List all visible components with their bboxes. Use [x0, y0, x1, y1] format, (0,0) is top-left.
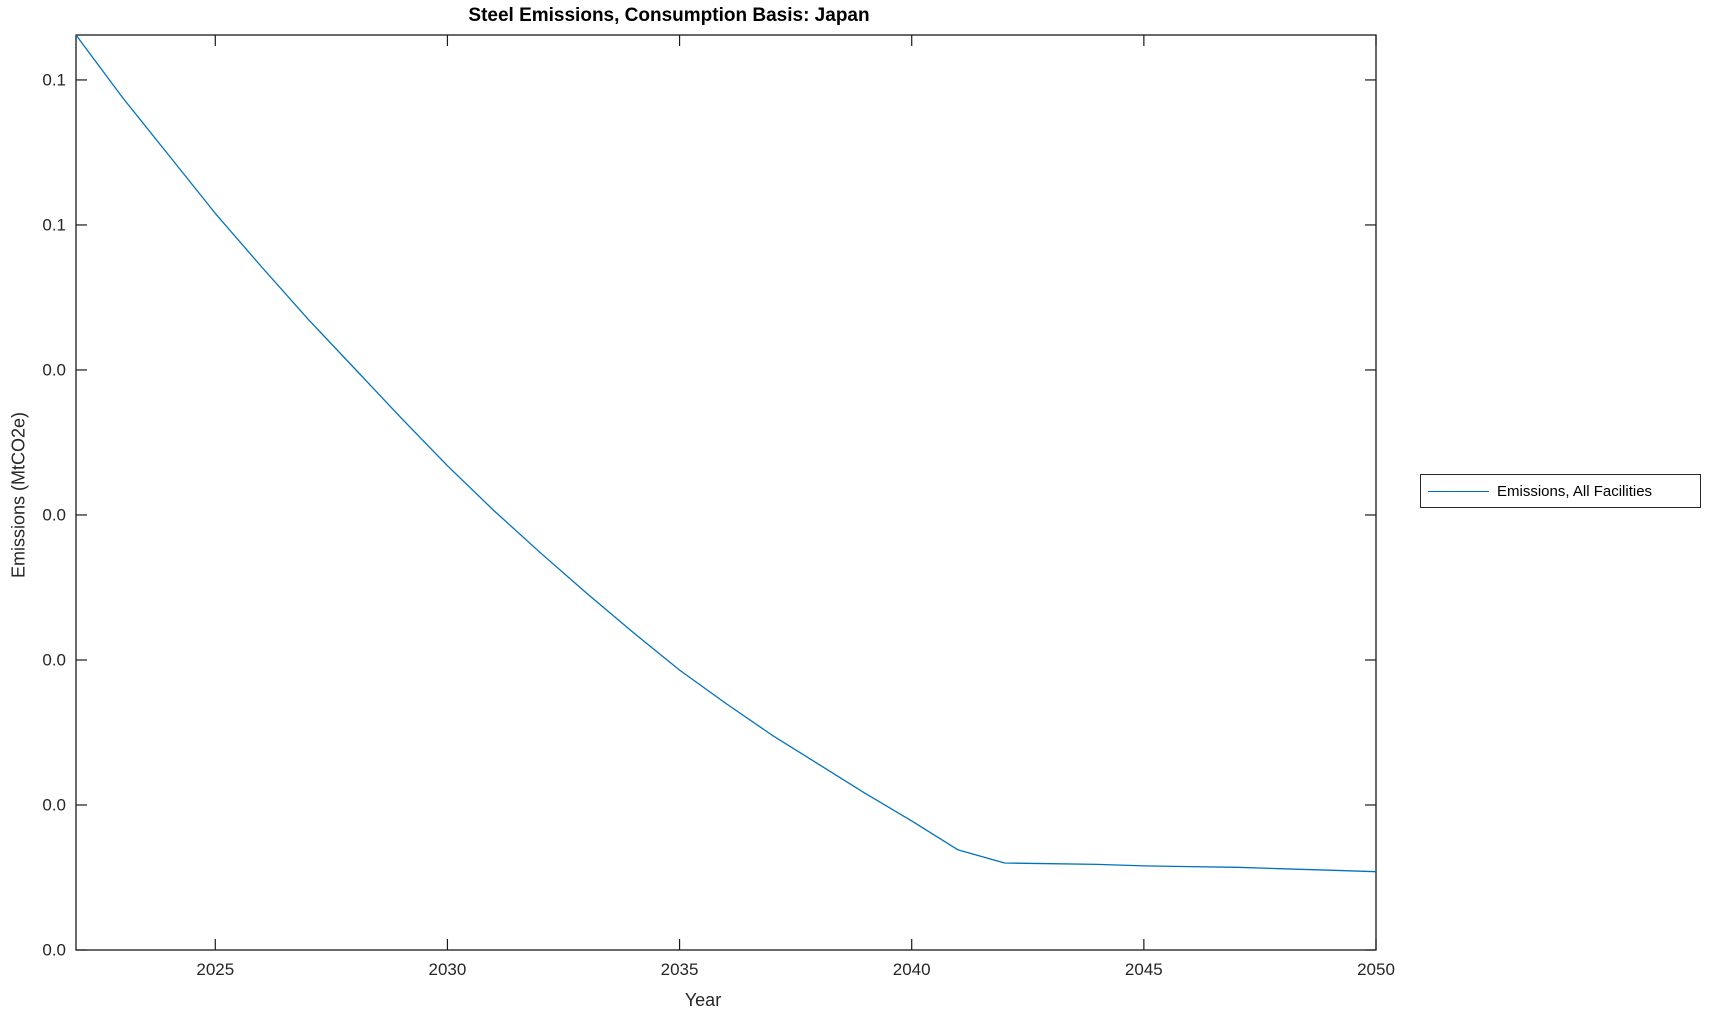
axes-box	[75, 34, 1377, 951]
legend: Emissions, All Facilities	[1420, 474, 1701, 508]
y-tick-label: 0.0	[42, 650, 66, 670]
x-tick-label: 2050	[1357, 960, 1395, 979]
y-tick-label: 0.0	[42, 505, 66, 525]
y-tick-label: 0.0	[42, 360, 66, 380]
x-tick-label: 2030	[428, 960, 467, 979]
y-tick-label: 0.1	[42, 70, 66, 90]
x-tick-label: 2025	[196, 960, 235, 979]
x-tick-label: 2045	[1124, 960, 1163, 979]
x-axis-label: Year	[684, 990, 722, 1010]
y-tick-label: 0.0	[42, 940, 66, 960]
x-tick-label: 2040	[892, 960, 931, 979]
chart-title: Steel Emissions, Consumption Basis: Japa…	[468, 5, 870, 26]
legend-line-sample-icon	[1428, 490, 1489, 492]
y-tick-label: 0.0	[42, 795, 66, 815]
y-tick-label: 0.1	[42, 215, 66, 235]
emissions-line	[75, 34, 1377, 873]
x-tick-label: 2035	[660, 960, 699, 979]
legend-entry-label: Emissions, All Facilities	[1497, 482, 1653, 500]
